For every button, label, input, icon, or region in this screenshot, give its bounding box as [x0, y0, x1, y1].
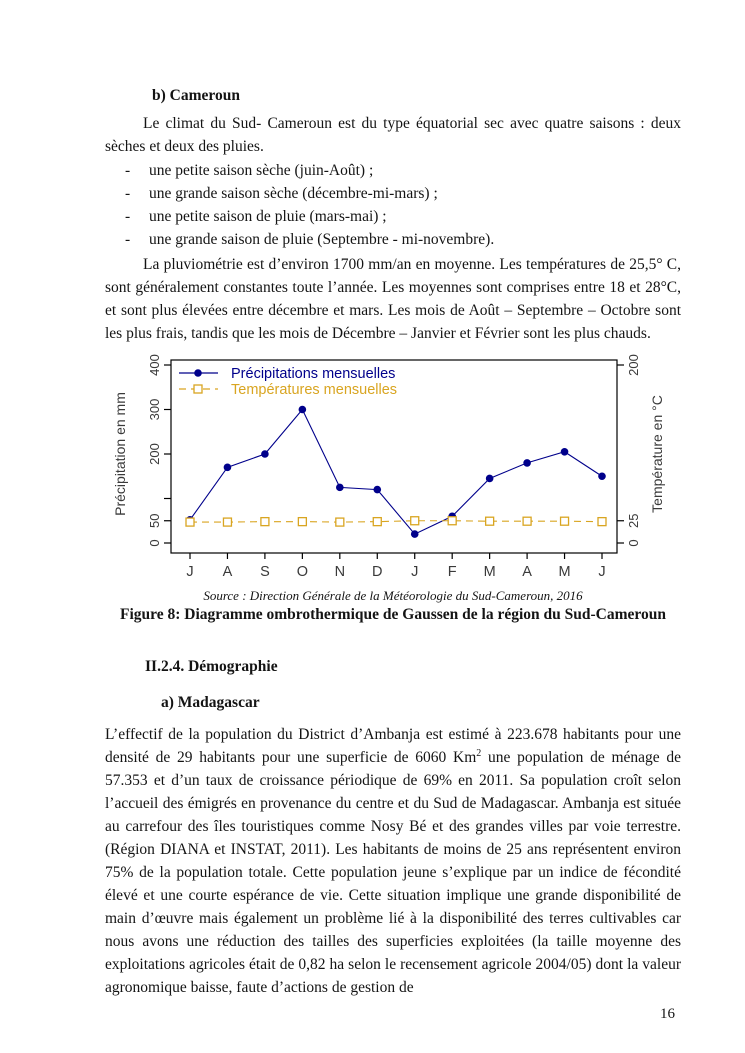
chart-series-temperatures [185, 516, 607, 527]
legend-label: Températures mensuelles [231, 382, 397, 398]
list-dash: - [125, 208, 131, 225]
data-point-marker [372, 516, 382, 527]
cameroun-heading: b) Cameroun [152, 87, 240, 104]
list-item: - une grande saison sèche (décembre-mi-m… [105, 182, 681, 205]
season-item-text: une petite saison de pluie (mars-mai) ; [149, 208, 387, 225]
chart-series-precipitations [186, 405, 606, 538]
x-axis-month-label: A [522, 564, 532, 580]
figure-source: Source : Direction Générale de la Météor… [203, 588, 583, 603]
season-item-text: une petite saison sèche (juin-Août) ; [149, 162, 374, 179]
season-item-text: une grande saison sèche (décembre-mi-mar… [149, 185, 438, 202]
list-item: - une petite saison sèche (juin-Août) ; [105, 159, 681, 182]
page-number: 16 [660, 1006, 675, 1022]
list-item: - une petite saison de pluie (mars-mai) … [105, 205, 681, 228]
data-point-marker [185, 517, 195, 527]
x-axis-month-label: M [558, 564, 570, 580]
data-point-marker [559, 516, 570, 526]
data-point-marker [485, 474, 494, 483]
series-line [190, 520, 603, 523]
list-dash: - [125, 231, 131, 248]
left-axis-tick-label: 200 [147, 443, 162, 465]
page-content: b) Cameroun Le climat du Sud- Cameroun e… [105, 84, 681, 999]
right-axis-title: Température en °C [649, 395, 665, 513]
gaussen-figure: 0 50 200 300 400 0 25 200 J A S O N D J F M A M J Précipitat… [105, 353, 681, 585]
left-axis-tick-label: 0 [147, 539, 162, 546]
cameroun-intro-paragraph: Le climat du Sud- Cameroun est du type é… [105, 115, 681, 155]
left-axis-tick-label: 400 [147, 354, 162, 376]
x-axis-month-label: D [372, 564, 382, 580]
data-point-marker [297, 516, 308, 527]
right-axis-tick-label: 0 [626, 539, 641, 546]
left-axis-tick-label: 300 [147, 399, 162, 421]
pluviometrie-paragraph: La pluviométrie est d’environ 1700 mm/an… [105, 256, 681, 342]
left-axis-title: Précipitation en mm [112, 392, 128, 516]
left-axis-tick-label: 50 [147, 514, 162, 528]
figure-caption: Figure 8: Diagramme ombrothermique de Ga… [120, 606, 666, 623]
x-axis-month-label: M [484, 564, 496, 580]
data-point-marker [410, 530, 419, 538]
superscript-2: 2 [476, 747, 482, 759]
x-axis-month-label: J [598, 564, 605, 580]
x-axis-month-label: S [260, 564, 270, 580]
series-line [189, 408, 603, 535]
legend-label: Précipitations mensuelles [231, 366, 395, 382]
x-axis-month-label: O [297, 564, 308, 580]
list-item: - une grande saison de pluie (Septembre … [105, 228, 681, 251]
data-point-marker [410, 516, 420, 526]
madagascar-heading: a) Madagascar [161, 694, 260, 711]
data-point-marker [597, 516, 607, 527]
data-point-marker [447, 516, 457, 526]
data-point-marker [260, 516, 270, 527]
x-axis-month-label: J [411, 564, 418, 580]
legend-marker [193, 384, 203, 394]
list-dash: - [125, 162, 131, 179]
gaussen-chart: 0 50 200 300 400 0 25 200 J A S O N D J F M A M J Précipitat… [112, 354, 665, 580]
demographie-text-2: une population de ménage de 57.353 et d’… [105, 749, 681, 996]
legend-marker [194, 369, 202, 377]
demographie-text-1: L’effectif de la population du District … [105, 726, 681, 766]
data-point-marker [336, 483, 344, 492]
list-dash: - [125, 185, 131, 202]
x-axis-month-label: A [223, 564, 233, 580]
right-axis-tick-label: 25 [626, 514, 641, 528]
right-axis-tick-label: 200 [626, 354, 641, 376]
data-point-marker [298, 405, 307, 414]
data-point-marker [261, 450, 269, 458]
data-point-marker [598, 472, 606, 481]
data-point-marker [223, 463, 232, 472]
demographie-paragraph: L’effectif de la population du District … [105, 723, 681, 999]
seasons-list: - une petite saison sèche (juin-Août) ; … [105, 159, 681, 251]
data-point-marker [522, 516, 532, 526]
data-point-marker [560, 447, 569, 456]
data-point-marker [335, 517, 345, 527]
data-point-marker [373, 485, 382, 494]
x-axis-month-label: N [335, 564, 345, 580]
data-point-marker [484, 516, 495, 526]
data-point-marker [523, 459, 531, 467]
chart-axes: 0 50 200 300 400 0 25 200 J A S O N D J F M A M J Précipitat… [112, 354, 665, 580]
x-axis-month-label: J [186, 564, 193, 580]
x-axis-month-label: F [448, 564, 457, 580]
demographie-heading: II.2.4. Démographie [145, 658, 278, 675]
season-item-text: une grande saison de pluie (Septembre - … [149, 231, 495, 248]
data-point-marker [222, 517, 233, 527]
